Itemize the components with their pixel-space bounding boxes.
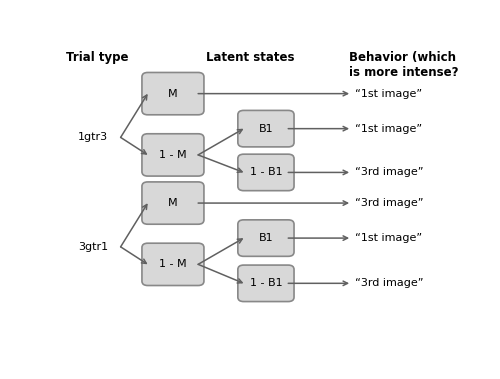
Text: “3rd image”: “3rd image” <box>355 168 424 177</box>
Text: “1st image”: “1st image” <box>355 233 422 243</box>
FancyBboxPatch shape <box>238 154 294 191</box>
Text: B1: B1 <box>258 124 273 134</box>
FancyBboxPatch shape <box>142 182 204 224</box>
Text: M: M <box>168 89 178 99</box>
Text: Trial type: Trial type <box>66 51 129 64</box>
Text: M: M <box>168 198 178 208</box>
FancyBboxPatch shape <box>142 72 204 115</box>
Text: Behavior (which
is more intense?: Behavior (which is more intense? <box>349 51 459 79</box>
FancyBboxPatch shape <box>142 243 204 285</box>
Text: “1st image”: “1st image” <box>355 89 422 99</box>
Text: “3rd image”: “3rd image” <box>355 278 424 288</box>
Text: “3rd image”: “3rd image” <box>355 198 424 208</box>
Text: Latent states: Latent states <box>206 51 294 64</box>
FancyBboxPatch shape <box>238 110 294 147</box>
Text: 1 - B1: 1 - B1 <box>250 278 282 288</box>
Text: 3gtr1: 3gtr1 <box>78 242 108 252</box>
Text: 1 - M: 1 - M <box>159 150 187 160</box>
Text: 1gtr3: 1gtr3 <box>78 132 108 143</box>
FancyBboxPatch shape <box>238 265 294 302</box>
Text: 1 - M: 1 - M <box>159 259 187 269</box>
FancyBboxPatch shape <box>238 220 294 256</box>
FancyBboxPatch shape <box>142 134 204 176</box>
Text: B1: B1 <box>258 233 273 243</box>
Text: 1 - B1: 1 - B1 <box>250 168 282 177</box>
Text: “1st image”: “1st image” <box>355 124 422 134</box>
